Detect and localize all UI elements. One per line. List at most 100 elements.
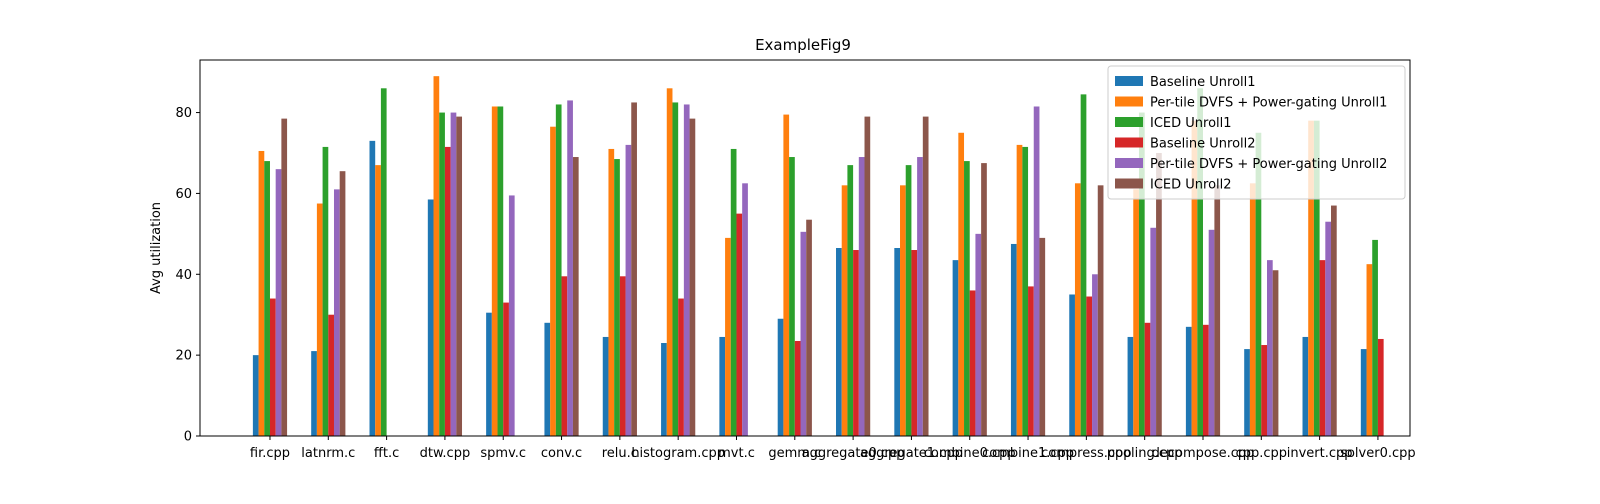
chart-title: ExampleFig9 [755,36,851,54]
bar [853,250,859,436]
bar [800,231,807,436]
bar [555,104,562,436]
bar [1261,345,1267,436]
bar [1092,274,1098,436]
bar [794,340,801,436]
bar [427,199,434,436]
bar [269,298,276,436]
bar [311,351,317,436]
bar [602,336,609,436]
bar [1022,146,1029,437]
bar [1302,336,1309,436]
bar [742,183,748,436]
bar [497,106,504,437]
legend-box [1107,65,1406,200]
bar [806,219,812,436]
bar [975,233,982,436]
bar [508,195,515,436]
bar [456,116,463,436]
bar [486,312,492,436]
series-1 [258,76,1373,437]
x-tick-label: latnrm.c [301,446,355,461]
x-tick-label: pooling.cpp [1107,446,1183,461]
bar [1197,88,1203,437]
x-tick-label: dtw.cpp [420,446,471,461]
x-tick-label: combine1.cpp [982,446,1074,461]
legend-label: Per-tile DVFS + Power-gating Unroll2 [1150,157,1387,172]
x-tick-label: compress.cpp [1041,446,1131,461]
x-tick-label: conv.c [541,446,582,461]
bar [258,150,265,436]
legend-swatch [1115,158,1143,168]
x-tick-label: histogram.cpp [631,446,725,461]
bar [1202,324,1209,436]
bar [1313,120,1320,437]
bar [1331,205,1337,436]
bar [1127,336,1134,436]
x-tick-label: aggregate0.cpp [802,446,905,461]
bar [1372,239,1378,436]
bar [1377,338,1384,436]
x-tick-label: aggregate1.cpp [860,446,963,461]
bar [911,250,918,436]
bar [783,114,790,436]
bar [917,157,923,436]
bar [631,102,637,436]
bar [1069,294,1075,436]
x-tick-label: relu.c [602,446,638,461]
bar [1016,144,1023,436]
legend-swatch [1115,96,1143,107]
plot-frame [199,59,1411,437]
bar [550,126,556,437]
bar [264,161,270,436]
bar [375,165,381,436]
bar [1144,322,1151,436]
bar [666,88,673,437]
bar [864,116,871,436]
bar [719,336,726,436]
series-2 [264,88,1378,437]
bar [1308,120,1314,437]
plot-area: 0 20 40 60 80 fir.cpp latnrm.c fft.c dtw.cpp spmv… [175,59,1416,461]
bar [1039,237,1046,436]
bar [619,276,626,436]
y-tick-label: 0 [184,430,192,445]
legend-label: ICED Unroll2 [1150,178,1232,193]
bar [900,185,906,436]
bar [789,157,795,436]
bar [1133,189,1139,436]
x-tick-label: spmv.c [480,446,526,461]
bar [316,203,323,436]
bar [1208,229,1215,436]
x-tick-label: combine0.cpp [924,446,1016,461]
bar [777,318,784,436]
series-0 [252,140,1367,437]
bar [333,189,340,436]
bar [1366,264,1373,436]
bar [1156,152,1162,437]
bar [678,298,684,436]
bar [661,343,667,436]
bar [1097,185,1104,436]
bar [841,185,848,436]
bar [328,314,334,436]
bar [725,237,731,436]
legend: Baseline Unroll1 Per-tile DVFS + Power-ga… [1107,65,1406,200]
bar [380,88,387,437]
bar [1360,349,1367,436]
x-tick-label: solver0.cpp [1340,446,1415,461]
bar [339,171,346,436]
bar [1319,260,1326,436]
x-tick-label: gemm.c [768,446,821,461]
bar [958,132,965,436]
bar [905,165,912,436]
legend-swatch [1115,117,1143,127]
bar [433,76,440,437]
bar [1080,94,1087,437]
bar [1272,270,1279,436]
bar [275,169,282,436]
x-tick-label: cpp.cpp [1236,446,1287,461]
legend-label: Per-tile DVFS + Power-gating Unroll1 [1150,96,1387,111]
